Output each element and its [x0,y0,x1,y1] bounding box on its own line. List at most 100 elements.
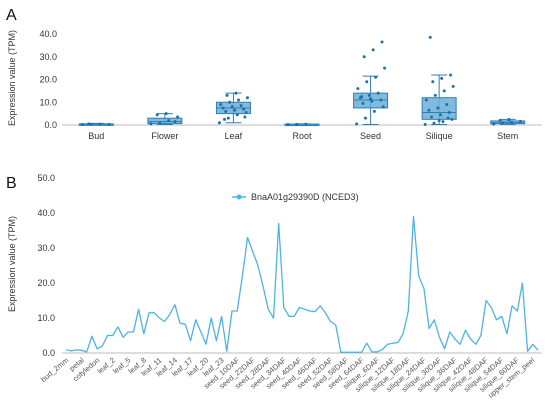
data-point [223,117,227,121]
panel-a-box-plot: 0.0 10.0 20.0 30.0 40.0 Bud Flower Leaf Root Seed… [39,29,542,141]
data-point [381,105,385,109]
data-point [451,84,455,88]
data-point [239,104,243,108]
y-tick-label: 20.0 [37,278,55,288]
data-point [447,110,451,114]
data-point [441,120,445,124]
data-point [510,120,514,124]
data-point [440,76,444,80]
box [147,117,183,125]
data-point [235,113,239,117]
data-point [242,107,246,111]
data-point [518,119,522,123]
panel-b-letter: B [6,175,17,192]
data-point [432,121,436,125]
y-tick-label: 10.0 [39,97,57,107]
y-tick-label: 0.0 [42,348,55,358]
data-point [98,122,102,126]
data-point [433,93,437,97]
data-point [431,80,435,84]
x-tick-label: bud_2mm [39,356,70,384]
data-point [371,48,375,52]
data-point [362,55,366,59]
data-point [498,118,502,122]
data-point [149,122,153,126]
data-point [428,35,432,39]
panel-a-y-axis-label: Expression value (TPM) [7,30,17,126]
legend-label: BnaA01g29390D (NCED3) [251,192,359,202]
data-point [286,123,290,127]
x-tick-label: Flower [151,131,178,141]
data-point [225,93,229,97]
y-tick-label: 30.0 [37,243,55,253]
series-line [65,215,539,353]
data-point [430,115,434,119]
x-tick-label: Root [292,131,312,141]
data-point [304,122,308,126]
data-point [427,108,431,112]
data-point [360,95,364,99]
data-point [89,122,93,126]
y-tick-label: 40.0 [37,208,55,218]
data-point [233,108,237,112]
panel-b-line-chart: 0.0 10.0 20.0 30.0 40.0 50.0 BnaA01g29390D (NC… [37,173,542,400]
data-point [380,40,384,44]
data-point [164,112,168,116]
data-point [367,93,371,97]
data-point [449,73,453,77]
data-point [245,96,249,100]
data-point [234,91,238,95]
data-point [355,122,359,126]
x-tick-label: Silique [426,131,453,141]
data-point [442,89,446,93]
data-point [221,106,225,110]
y-tick-label: 40.0 [39,29,57,39]
data-point [361,101,365,105]
data-point [295,122,299,126]
data-point [243,115,247,119]
data-point [356,87,360,91]
x-tick-label: Seed [360,131,381,141]
y-tick-label: 10.0 [37,313,55,323]
data-point [507,118,511,122]
data-point [176,115,180,119]
data-point [372,109,376,113]
y-tick-label: 30.0 [39,52,57,62]
data-point [224,109,228,113]
data-point [374,75,378,79]
data-point [87,122,91,126]
y-tick-label: 20.0 [39,75,57,85]
data-point [376,91,380,95]
data-point [173,120,177,124]
data-point [363,116,367,120]
data-point [237,98,241,102]
data-point [107,122,111,126]
data-point [437,118,441,122]
data-point [80,123,84,127]
data-point [446,116,450,120]
data-point [365,80,369,84]
data-point [226,116,230,120]
x-tick-label: Stem [497,131,518,141]
data-point [438,113,442,117]
data-point [501,121,505,125]
data-point [244,110,248,114]
data-point [167,118,171,122]
data-point [383,66,387,70]
data-point [228,100,232,104]
data-point [423,123,427,127]
panel-b-y-axis-label: Expression value (TPM) [7,216,17,312]
data-point [445,103,449,107]
x-tick-label: Leaf [225,131,243,141]
data-point [219,103,223,107]
data-point [379,98,383,102]
data-point [217,121,221,125]
data-point [158,121,162,125]
legend-swatch-marker [236,194,242,200]
data-point [450,117,454,121]
data-point [370,99,374,103]
y-tick-label: 0.0 [44,120,57,130]
data-point [155,113,159,117]
data-point [424,98,428,102]
